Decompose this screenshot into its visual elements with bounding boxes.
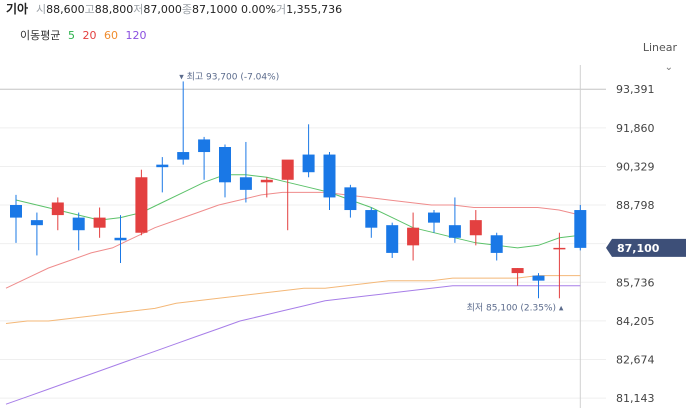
candle[interactable] xyxy=(469,210,482,246)
ma5-line xyxy=(15,174,581,249)
candle-body xyxy=(407,227,420,246)
candle[interactable] xyxy=(260,177,273,198)
y-tick-label: 88,798 xyxy=(616,199,655,212)
candle[interactable] xyxy=(156,157,169,193)
volume-value: 1,355,736 xyxy=(286,3,343,16)
candle[interactable] xyxy=(511,268,524,286)
max-annotation: ▾ 최고 93,700 (-7.04%) xyxy=(179,71,279,82)
moving-average-lines xyxy=(5,174,581,405)
ma120-line xyxy=(5,285,581,405)
candle-body xyxy=(177,152,190,160)
candle-body xyxy=(511,268,524,274)
candle[interactable] xyxy=(323,152,336,211)
y-tick-label: 91,860 xyxy=(616,122,655,135)
candle-body xyxy=(260,179,273,183)
candle-body xyxy=(553,247,566,250)
min-annotation: 최저 85,100 (2.35%) ▴ xyxy=(467,302,564,313)
quote-summary: 시88,600고88,800저87,000종87,1000 0.00%거1,35… xyxy=(36,1,342,17)
candle-body xyxy=(428,212,440,223)
candle-body xyxy=(574,210,587,248)
candle[interactable] xyxy=(51,197,64,231)
ma20-legend[interactable]: 20 xyxy=(82,29,97,42)
ma-legend-title: 이동평균 xyxy=(20,29,61,42)
current-price-tag: 87,100 xyxy=(606,238,686,257)
y-tick-label: 90,329 xyxy=(616,160,655,173)
high-label: 고 xyxy=(84,3,95,16)
candle[interactable] xyxy=(30,212,43,256)
candle-body xyxy=(490,235,503,253)
y-tick-label: 93,391 xyxy=(616,83,655,96)
candle[interactable] xyxy=(219,144,231,198)
change-value: 0 0.00% xyxy=(230,3,276,16)
candle-body xyxy=(386,225,399,253)
candle-body xyxy=(10,205,22,218)
open-value: 88,600 xyxy=(46,3,85,16)
candle[interactable] xyxy=(239,141,252,203)
ma60-legend[interactable]: 60 xyxy=(103,29,118,42)
candle[interactable] xyxy=(114,215,127,263)
close-label: 종 xyxy=(181,3,192,16)
low-value: 87,000 xyxy=(143,3,182,16)
ma120-legend[interactable]: 120 xyxy=(125,29,147,42)
candle[interactable] xyxy=(135,169,148,236)
ma5-legend[interactable]: 5 xyxy=(67,29,75,42)
candle-body xyxy=(532,275,545,281)
candle[interactable] xyxy=(72,212,85,251)
candle-body xyxy=(323,154,336,198)
candle[interactable] xyxy=(532,273,545,299)
candle-body xyxy=(344,187,357,211)
open-label: 시 xyxy=(36,3,47,16)
candle[interactable] xyxy=(198,136,211,180)
candle[interactable] xyxy=(428,210,440,233)
candle[interactable] xyxy=(10,194,22,243)
low-label: 저 xyxy=(133,3,144,16)
candle[interactable] xyxy=(281,159,294,231)
candle-body xyxy=(156,164,169,168)
candle-body xyxy=(219,147,231,183)
grid-lines xyxy=(0,88,606,399)
y-tick-label: 82,674 xyxy=(616,353,655,366)
quote-header: 기아 시88,600고88,800저87,000종87,1000 0.00%거1… xyxy=(0,0,687,22)
candles xyxy=(10,81,587,299)
candle-body xyxy=(114,237,127,241)
candle-body xyxy=(198,139,211,153)
candle[interactable] xyxy=(574,205,587,251)
candle[interactable] xyxy=(490,232,503,261)
volume-label: 거 xyxy=(275,3,287,16)
candle[interactable] xyxy=(448,197,461,243)
candle-body xyxy=(239,177,252,190)
candle-body xyxy=(30,220,43,226)
candle-body xyxy=(365,210,378,228)
candle-body xyxy=(448,225,461,238)
stock-name: 기아 xyxy=(6,2,29,16)
y-tick-label: 85,736 xyxy=(616,276,655,289)
high-value: 88,800 xyxy=(94,3,134,16)
candle-body xyxy=(281,159,294,180)
candle-body xyxy=(93,217,106,228)
ma60-line xyxy=(5,275,581,324)
candle[interactable] xyxy=(386,222,399,258)
candle[interactable] xyxy=(302,124,315,178)
ma20-line xyxy=(5,191,581,289)
scale-selector[interactable]: Linear xyxy=(642,41,677,54)
current-price-tag-bg xyxy=(606,238,686,257)
candle-body xyxy=(135,177,148,233)
candle-body xyxy=(51,202,64,216)
candle[interactable] xyxy=(553,232,566,299)
y-tick-label: 81,143 xyxy=(616,392,655,405)
candle[interactable] xyxy=(177,81,190,165)
moving-average-legend: 이동평균 5 20 60 120 xyxy=(20,27,146,43)
current-price-label: 87,100 xyxy=(617,242,660,255)
close-value: 87,100 xyxy=(192,3,231,16)
candle-body xyxy=(469,220,482,236)
chevron-down-icon[interactable]: ⌄ xyxy=(664,62,673,73)
candle[interactable] xyxy=(344,184,357,218)
candle-body xyxy=(302,154,315,173)
candle[interactable] xyxy=(365,207,378,238)
candle[interactable] xyxy=(407,212,420,261)
candle-body xyxy=(72,217,85,231)
candle[interactable] xyxy=(93,207,106,238)
y-tick-label: 84,205 xyxy=(616,315,655,328)
